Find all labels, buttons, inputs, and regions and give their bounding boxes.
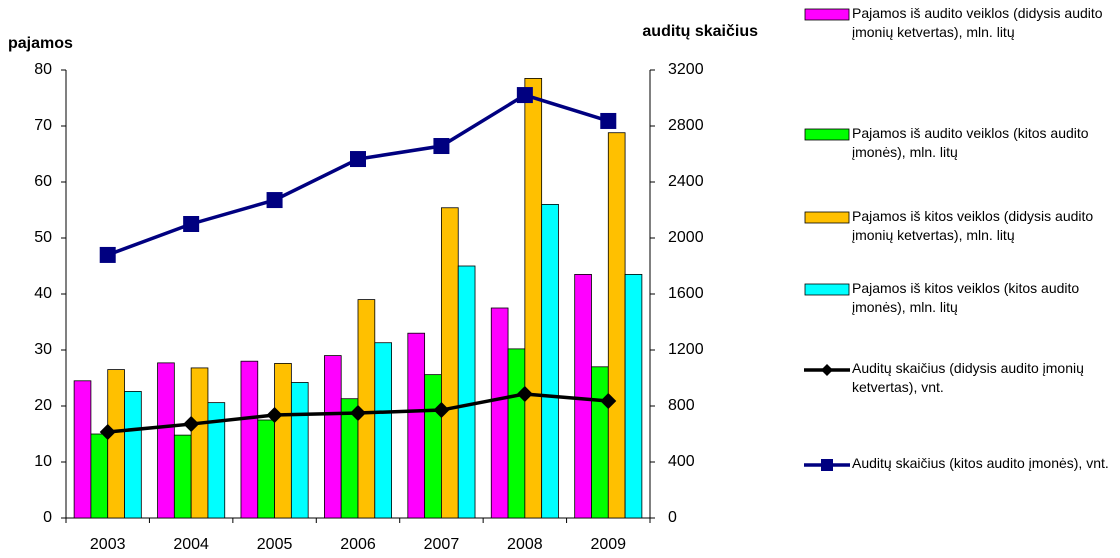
bar <box>574 273 592 519</box>
bar <box>541 203 559 519</box>
line-marker <box>183 416 200 433</box>
legend-label: Pajamos iš kitos veiklos (didysis audito… <box>852 208 1094 243</box>
legend-swatch <box>804 211 850 224</box>
bar <box>457 265 476 519</box>
bar <box>274 363 292 519</box>
bar <box>407 332 426 519</box>
legend-swatch <box>804 283 850 296</box>
line-marker <box>516 87 533 104</box>
x-tick-label: 2007 <box>424 536 460 553</box>
legend-swatch <box>804 128 850 141</box>
bar <box>424 374 442 519</box>
line-marker <box>99 424 116 441</box>
line-marker <box>350 405 366 421</box>
bar <box>107 369 125 519</box>
bar <box>490 307 509 519</box>
legend-swatch <box>804 459 850 471</box>
x-tick-label: 2009 <box>590 536 626 553</box>
line-marker <box>350 151 366 168</box>
bar <box>173 434 192 519</box>
bar <box>290 382 309 519</box>
legend-label: Pajamos iš audito veiklos (didysis audit… <box>852 5 1103 40</box>
y-tick-label: 10 <box>34 453 52 470</box>
line-marker <box>99 246 116 263</box>
bar <box>591 366 609 519</box>
bar <box>207 402 226 519</box>
legend-box <box>804 283 850 296</box>
y-tick-label: 60 <box>34 173 52 190</box>
bar <box>607 132 626 519</box>
bar <box>524 78 543 519</box>
line-marker <box>433 138 450 155</box>
bar <box>124 391 142 519</box>
y-tick-label: 50 <box>34 229 52 246</box>
bar <box>90 433 109 519</box>
bar <box>157 362 175 519</box>
y2-tick-label: 1200 <box>668 341 704 358</box>
y-tick-label: 80 <box>34 61 52 78</box>
legend-marker <box>821 459 833 471</box>
line-marker <box>183 216 200 232</box>
y2-tick-label: 400 <box>668 453 695 470</box>
bar <box>73 380 92 519</box>
legend-box <box>804 211 850 224</box>
legend-label: Pajamos iš audito veiklos (kitos audito … <box>852 125 1089 160</box>
y2-tick-label: 2800 <box>668 117 704 134</box>
x-tick-label: 2008 <box>507 536 543 553</box>
y-tick-label: 0 <box>43 509 52 526</box>
legend-swatch <box>804 364 850 376</box>
bar <box>624 273 643 519</box>
y-axis-label: pajamos <box>8 35 73 52</box>
y-tick-label: 40 <box>34 285 52 302</box>
y2-tick-label: 2400 <box>668 173 704 190</box>
x-tick-label: 2005 <box>257 536 293 553</box>
line-marker <box>433 402 450 419</box>
line-marker <box>266 406 283 423</box>
y-tick-label: 30 <box>34 341 52 358</box>
x-tick-label: 2004 <box>173 536 209 553</box>
bar <box>323 355 342 519</box>
y-tick-label: 70 <box>34 117 52 134</box>
legend-label: Auditų skaičius (kitos audito įmonės), v… <box>852 455 1109 471</box>
y-tick-label: 20 <box>34 397 52 414</box>
y2-tick-label: 800 <box>668 397 695 414</box>
y2-axis-label: auditų skaičius <box>642 23 758 40</box>
bar <box>507 348 526 519</box>
line-marker <box>266 192 283 209</box>
legend-marker <box>821 364 833 376</box>
line-marker <box>516 385 533 402</box>
bar <box>441 207 459 519</box>
bar <box>257 419 275 519</box>
bar <box>190 367 209 519</box>
legend-box <box>804 8 850 21</box>
y2-tick-label: 1600 <box>668 285 704 302</box>
bar <box>240 360 259 519</box>
line-marker <box>600 112 617 129</box>
legend-label: Pajamos iš kitos veiklos (kitos audito į… <box>852 280 1080 315</box>
y2-tick-label: 0 <box>668 509 677 526</box>
y2-tick-label: 2000 <box>668 229 704 246</box>
x-tick-label: 2003 <box>90 536 126 553</box>
legend-label: Auditų skaičius (didysis audito įmonių k… <box>852 360 1084 395</box>
bar <box>374 342 392 519</box>
y2-tick-label: 3200 <box>668 61 704 78</box>
legend-box <box>804 128 850 141</box>
line-marker <box>600 392 617 409</box>
x-tick-label: 2006 <box>340 536 376 553</box>
legend-swatch <box>804 8 850 21</box>
